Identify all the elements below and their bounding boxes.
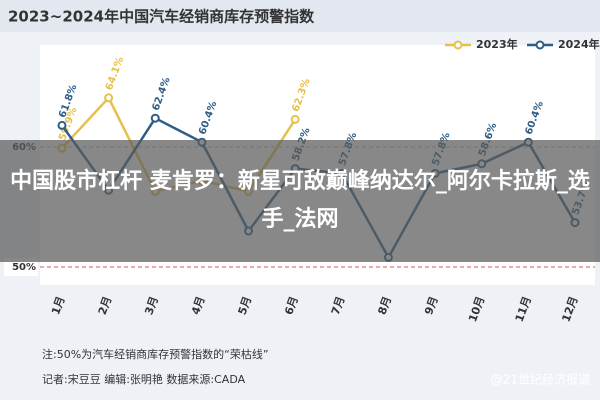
x-tick-label: 5月 (236, 295, 255, 317)
x-tick-label: 1月 (49, 295, 68, 317)
legend-marker (453, 40, 463, 50)
data-point (104, 93, 114, 103)
overlay-banner: 中国股市杠杆 麦肯罗：新星可敌巅峰纳达尔_阿尔卡拉斯_选手_法网 (0, 140, 600, 262)
x-tick-label: 9月 (422, 295, 441, 317)
x-tick-label: 6月 (282, 295, 301, 317)
data-point (150, 113, 160, 123)
legend-marker (535, 40, 545, 50)
y-tick-label: 50% (12, 262, 36, 273)
title-bar (0, 0, 600, 32)
chart-title: 2023~2024年中国汽车经销商库存预警指数 (8, 8, 315, 26)
x-tick-label: 7月 (329, 295, 348, 317)
x-tick-label: 4月 (189, 295, 208, 317)
data-point (57, 120, 67, 130)
tick-highlight (4, 258, 38, 276)
legend-label: 2024年 (558, 37, 600, 51)
overlay-text: 中国股市杠杆 麦肯罗：新星可敌巅峰纳达尔_阿尔卡拉斯_选手_法网 (10, 169, 590, 232)
note: 注:50%为汽车经销商库存预警指数的“荣枯线” (42, 347, 269, 361)
legend-label: 2023年 (476, 37, 518, 51)
watermark: @21世纪经济报道 (491, 372, 590, 387)
x-tick-label: 8月 (375, 295, 394, 317)
credits: 记者:宋豆豆 编辑:张明艳 数据来源:CADA (42, 372, 246, 386)
data-point (290, 114, 300, 124)
x-tick-label: 3月 (142, 295, 161, 317)
x-tick-label: 2月 (96, 295, 115, 317)
